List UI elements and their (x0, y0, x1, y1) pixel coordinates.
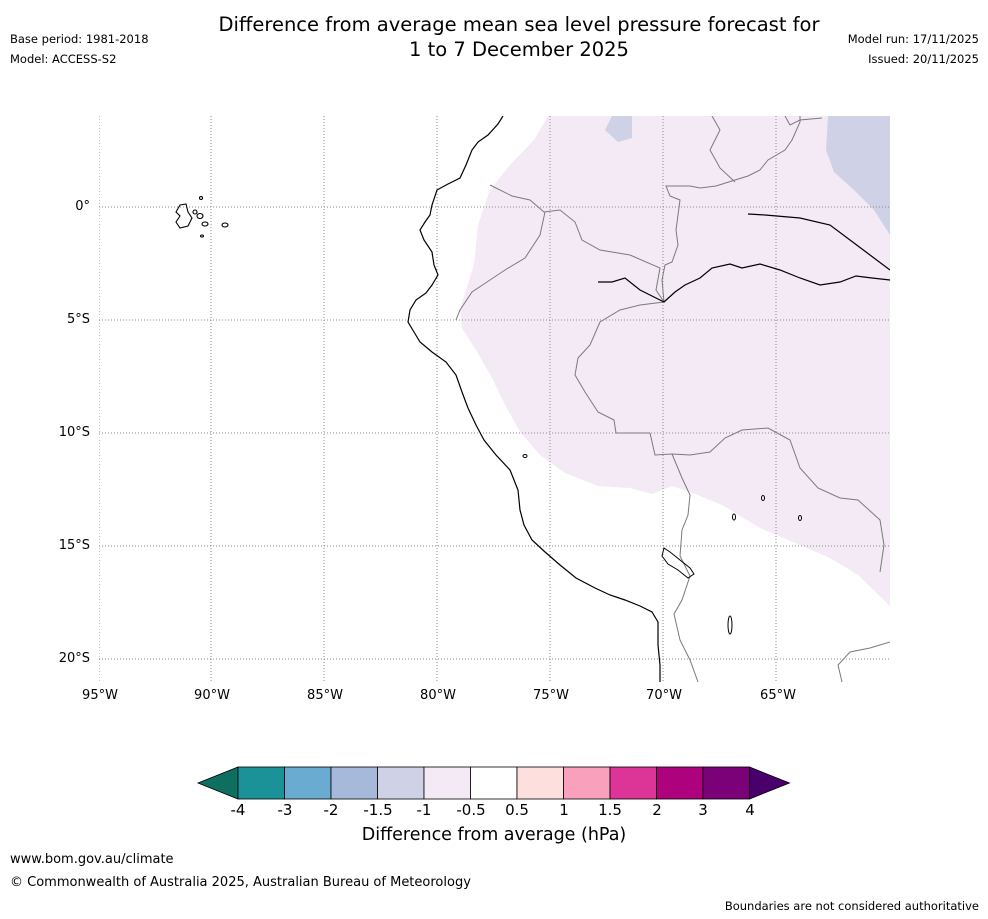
base-period: Base period: 1981-2018 (10, 32, 149, 46)
longitude-label: 70°W (646, 688, 682, 703)
metadata-right: Model run: 17/11/2025 Issued: 20/11/2025 (848, 29, 979, 69)
latitude-label: 15°S (58, 538, 90, 553)
latitude-label: 20°S (58, 651, 90, 666)
website-link[interactable]: www.bom.gov.au/climate (10, 852, 174, 867)
colorbar-extend-low (196, 766, 239, 800)
colorbar-label: 1.5 (598, 801, 622, 819)
galapagos-islands (175, 195, 229, 238)
anomaly-area-medium (605, 116, 632, 142)
colorbar-segment (470, 766, 518, 800)
colorbar-label: 1 (559, 801, 569, 819)
longitude-label: 90°W (194, 688, 230, 703)
colorbar-segment (516, 766, 564, 800)
colorbar-label: -1.5 (363, 801, 393, 819)
colorbar-label: -3 (277, 801, 293, 819)
chart-title: Difference from average mean sea level p… (0, 12, 988, 62)
colorbar-segment (237, 766, 285, 800)
chart-title-line1: Difference from average mean sea level p… (218, 13, 820, 36)
colorbar-segment (609, 766, 657, 800)
country-borders (455, 116, 890, 682)
longitude-label: 65°W (760, 688, 796, 703)
longitude-label: 80°W (420, 688, 456, 703)
colorbar-label: 0.5 (505, 801, 529, 819)
colorbar-segment (377, 766, 425, 800)
coastlines (407, 116, 890, 682)
colorbar-extend-high (749, 766, 791, 800)
colorbar-segment (563, 766, 611, 800)
longitude-label: 75°W (533, 688, 569, 703)
issued-date: Issued: 20/11/2025 (868, 52, 979, 66)
model-run: Model run: 17/11/2025 (847, 32, 979, 46)
chart-title-line2: 1 to 7 December 2025 (409, 38, 629, 61)
latitude-label: 0° (75, 199, 90, 214)
colorbar-label: -0.5 (456, 801, 486, 819)
copyright-text: © Commonwealth of Australia 2025, Austra… (10, 875, 471, 890)
model-name: Model: ACCESS-S2 (10, 52, 117, 66)
colorbar-segment (423, 766, 471, 800)
colorbar-segment (702, 766, 750, 800)
colorbar-label: -2 (323, 801, 339, 819)
latitude-label: 5°S (66, 312, 90, 327)
anomaly-area-light (460, 116, 890, 606)
latitude-label: 10°S (58, 425, 90, 440)
colorbar-segment (330, 766, 378, 800)
colorbar-label: 3 (698, 801, 708, 819)
colorbar-segment (656, 766, 704, 800)
colorbar-label: -1 (416, 801, 432, 819)
lakes (522, 454, 802, 635)
colorbar-segment (284, 766, 332, 800)
colorbar-label: 2 (652, 801, 662, 819)
metadata-left: Base period: 1981-2018 Model: ACCESS-S2 (10, 29, 149, 69)
longitude-label: 95°W (82, 688, 118, 703)
longitude-label: 85°W (307, 688, 343, 703)
colorbar (196, 766, 791, 800)
colorbar-label: 4 (745, 801, 755, 819)
boundaries-disclaimer: Boundaries are not considered authoritat… (724, 899, 979, 913)
anomaly-area-medium (826, 116, 890, 235)
forecast-map (99, 116, 890, 682)
colorbar-title: Difference from average (hPa) (361, 825, 627, 845)
colorbar-label: -4 (230, 801, 246, 819)
gridlines (99, 116, 890, 682)
